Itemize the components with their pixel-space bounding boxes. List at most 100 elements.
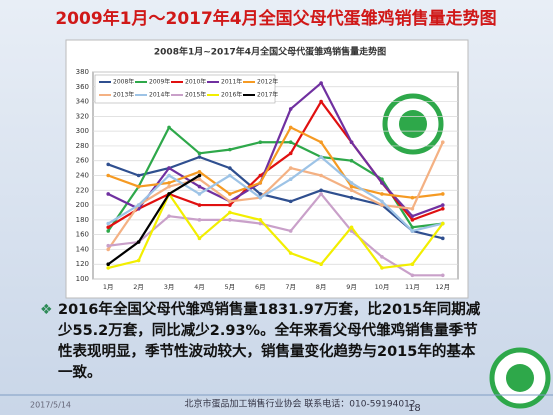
point-marker bbox=[136, 240, 141, 244]
point-marker bbox=[288, 140, 293, 145]
x-tick-label: 1月 bbox=[103, 283, 114, 291]
point-marker bbox=[258, 173, 263, 178]
legend-label: 2009年 bbox=[149, 78, 170, 86]
x-tick-label: 9月 bbox=[346, 283, 357, 291]
point-marker bbox=[167, 192, 171, 196]
point-marker bbox=[197, 173, 202, 178]
point-marker bbox=[106, 266, 111, 270]
x-tick-label: 11月 bbox=[405, 283, 420, 291]
point-marker bbox=[258, 192, 263, 196]
x-tick-label: 6月 bbox=[255, 283, 266, 291]
point-marker bbox=[197, 192, 202, 196]
point-marker bbox=[228, 210, 232, 215]
y-tick-label: 180 bbox=[76, 216, 89, 224]
point-marker bbox=[197, 177, 202, 181]
point-marker bbox=[106, 243, 111, 248]
y-tick-label: 240 bbox=[76, 172, 89, 180]
point-marker bbox=[380, 266, 384, 270]
point-marker bbox=[440, 140, 445, 145]
point-marker bbox=[167, 166, 171, 170]
y-tick-label: 220 bbox=[76, 186, 89, 194]
point-marker bbox=[167, 181, 171, 185]
point-marker bbox=[288, 125, 293, 130]
point-marker bbox=[349, 188, 354, 193]
x-tick-label: 2月 bbox=[133, 283, 144, 291]
legend-box bbox=[94, 74, 276, 104]
y-tick-label: 380 bbox=[76, 68, 89, 76]
point-marker bbox=[167, 184, 171, 189]
point-marker bbox=[228, 147, 232, 152]
point-marker bbox=[197, 184, 202, 189]
y-tick-label: 320 bbox=[76, 112, 89, 120]
y-tick-label: 120 bbox=[76, 260, 89, 268]
x-tick-label: 8月 bbox=[316, 283, 327, 291]
point-marker bbox=[106, 229, 111, 233]
point-marker bbox=[288, 229, 293, 233]
point-marker bbox=[197, 155, 202, 159]
point-marker bbox=[197, 151, 202, 156]
body-text: 2016年全国父母代雏鸡销售量1831.97万套，比2015年同期减少55.2万… bbox=[58, 302, 481, 381]
point-marker bbox=[167, 173, 171, 178]
point-marker bbox=[258, 221, 263, 226]
legend-label: 2014年 bbox=[149, 91, 170, 99]
point-marker bbox=[440, 192, 445, 196]
footer-date: 2017/5/14 bbox=[30, 401, 71, 410]
point-marker bbox=[106, 262, 111, 267]
y-tick-label: 200 bbox=[76, 201, 89, 209]
point-marker bbox=[380, 255, 384, 259]
point-marker bbox=[106, 162, 111, 167]
point-marker bbox=[136, 203, 141, 207]
bullet: ❖ bbox=[40, 302, 53, 318]
series-line bbox=[107, 81, 444, 218]
point-marker bbox=[319, 173, 323, 178]
legend-label: 2017年 bbox=[257, 91, 278, 99]
point-marker bbox=[288, 166, 293, 170]
point-marker bbox=[440, 203, 445, 207]
page-number: 18 bbox=[408, 403, 421, 414]
point-marker bbox=[319, 140, 323, 145]
point-marker bbox=[410, 225, 415, 230]
point-marker bbox=[288, 251, 293, 255]
legend-label: 2008年 bbox=[113, 78, 134, 86]
legend-label: 2012年 bbox=[257, 78, 278, 86]
point-marker bbox=[288, 151, 293, 156]
point-marker bbox=[228, 218, 232, 222]
chart-title: 2008年1月~2017年4月全国父母代蛋雏鸡销售量走势图 bbox=[154, 46, 386, 58]
point-marker bbox=[410, 273, 415, 278]
point-marker bbox=[258, 181, 263, 185]
point-marker bbox=[349, 181, 354, 185]
x-tick-label: 12月 bbox=[435, 283, 450, 291]
point-marker bbox=[197, 203, 202, 207]
x-tick-label: 5月 bbox=[225, 283, 236, 291]
point-marker bbox=[228, 192, 232, 196]
slide-title: 2009年1月～2017年4月全国父母代蛋雏鸡销售量走势图 bbox=[55, 8, 496, 29]
point-marker bbox=[319, 81, 323, 85]
point-marker bbox=[167, 125, 171, 130]
point-marker bbox=[136, 258, 141, 263]
point-marker bbox=[288, 107, 293, 111]
point-marker bbox=[380, 199, 384, 204]
x-tick-label: 10月 bbox=[375, 283, 390, 291]
y-tick-label: 260 bbox=[76, 157, 89, 165]
point-marker bbox=[410, 206, 415, 211]
point-marker bbox=[319, 262, 323, 267]
point-marker bbox=[410, 195, 415, 200]
point-marker bbox=[228, 203, 232, 207]
point-marker bbox=[228, 199, 232, 204]
x-tick-label: 3月 bbox=[164, 283, 175, 291]
point-marker bbox=[258, 195, 263, 200]
y-tick-label: 280 bbox=[76, 142, 89, 150]
point-marker bbox=[228, 166, 232, 170]
point-marker bbox=[440, 221, 445, 226]
y-tick-label: 300 bbox=[76, 127, 89, 135]
legend-label: 2016年 bbox=[221, 91, 242, 99]
point-marker bbox=[197, 170, 202, 174]
point-marker bbox=[440, 206, 445, 211]
point-marker bbox=[136, 184, 141, 189]
point-marker bbox=[319, 99, 323, 104]
point-marker bbox=[136, 173, 141, 178]
point-marker bbox=[380, 203, 384, 207]
y-tick-label: 360 bbox=[76, 83, 89, 91]
